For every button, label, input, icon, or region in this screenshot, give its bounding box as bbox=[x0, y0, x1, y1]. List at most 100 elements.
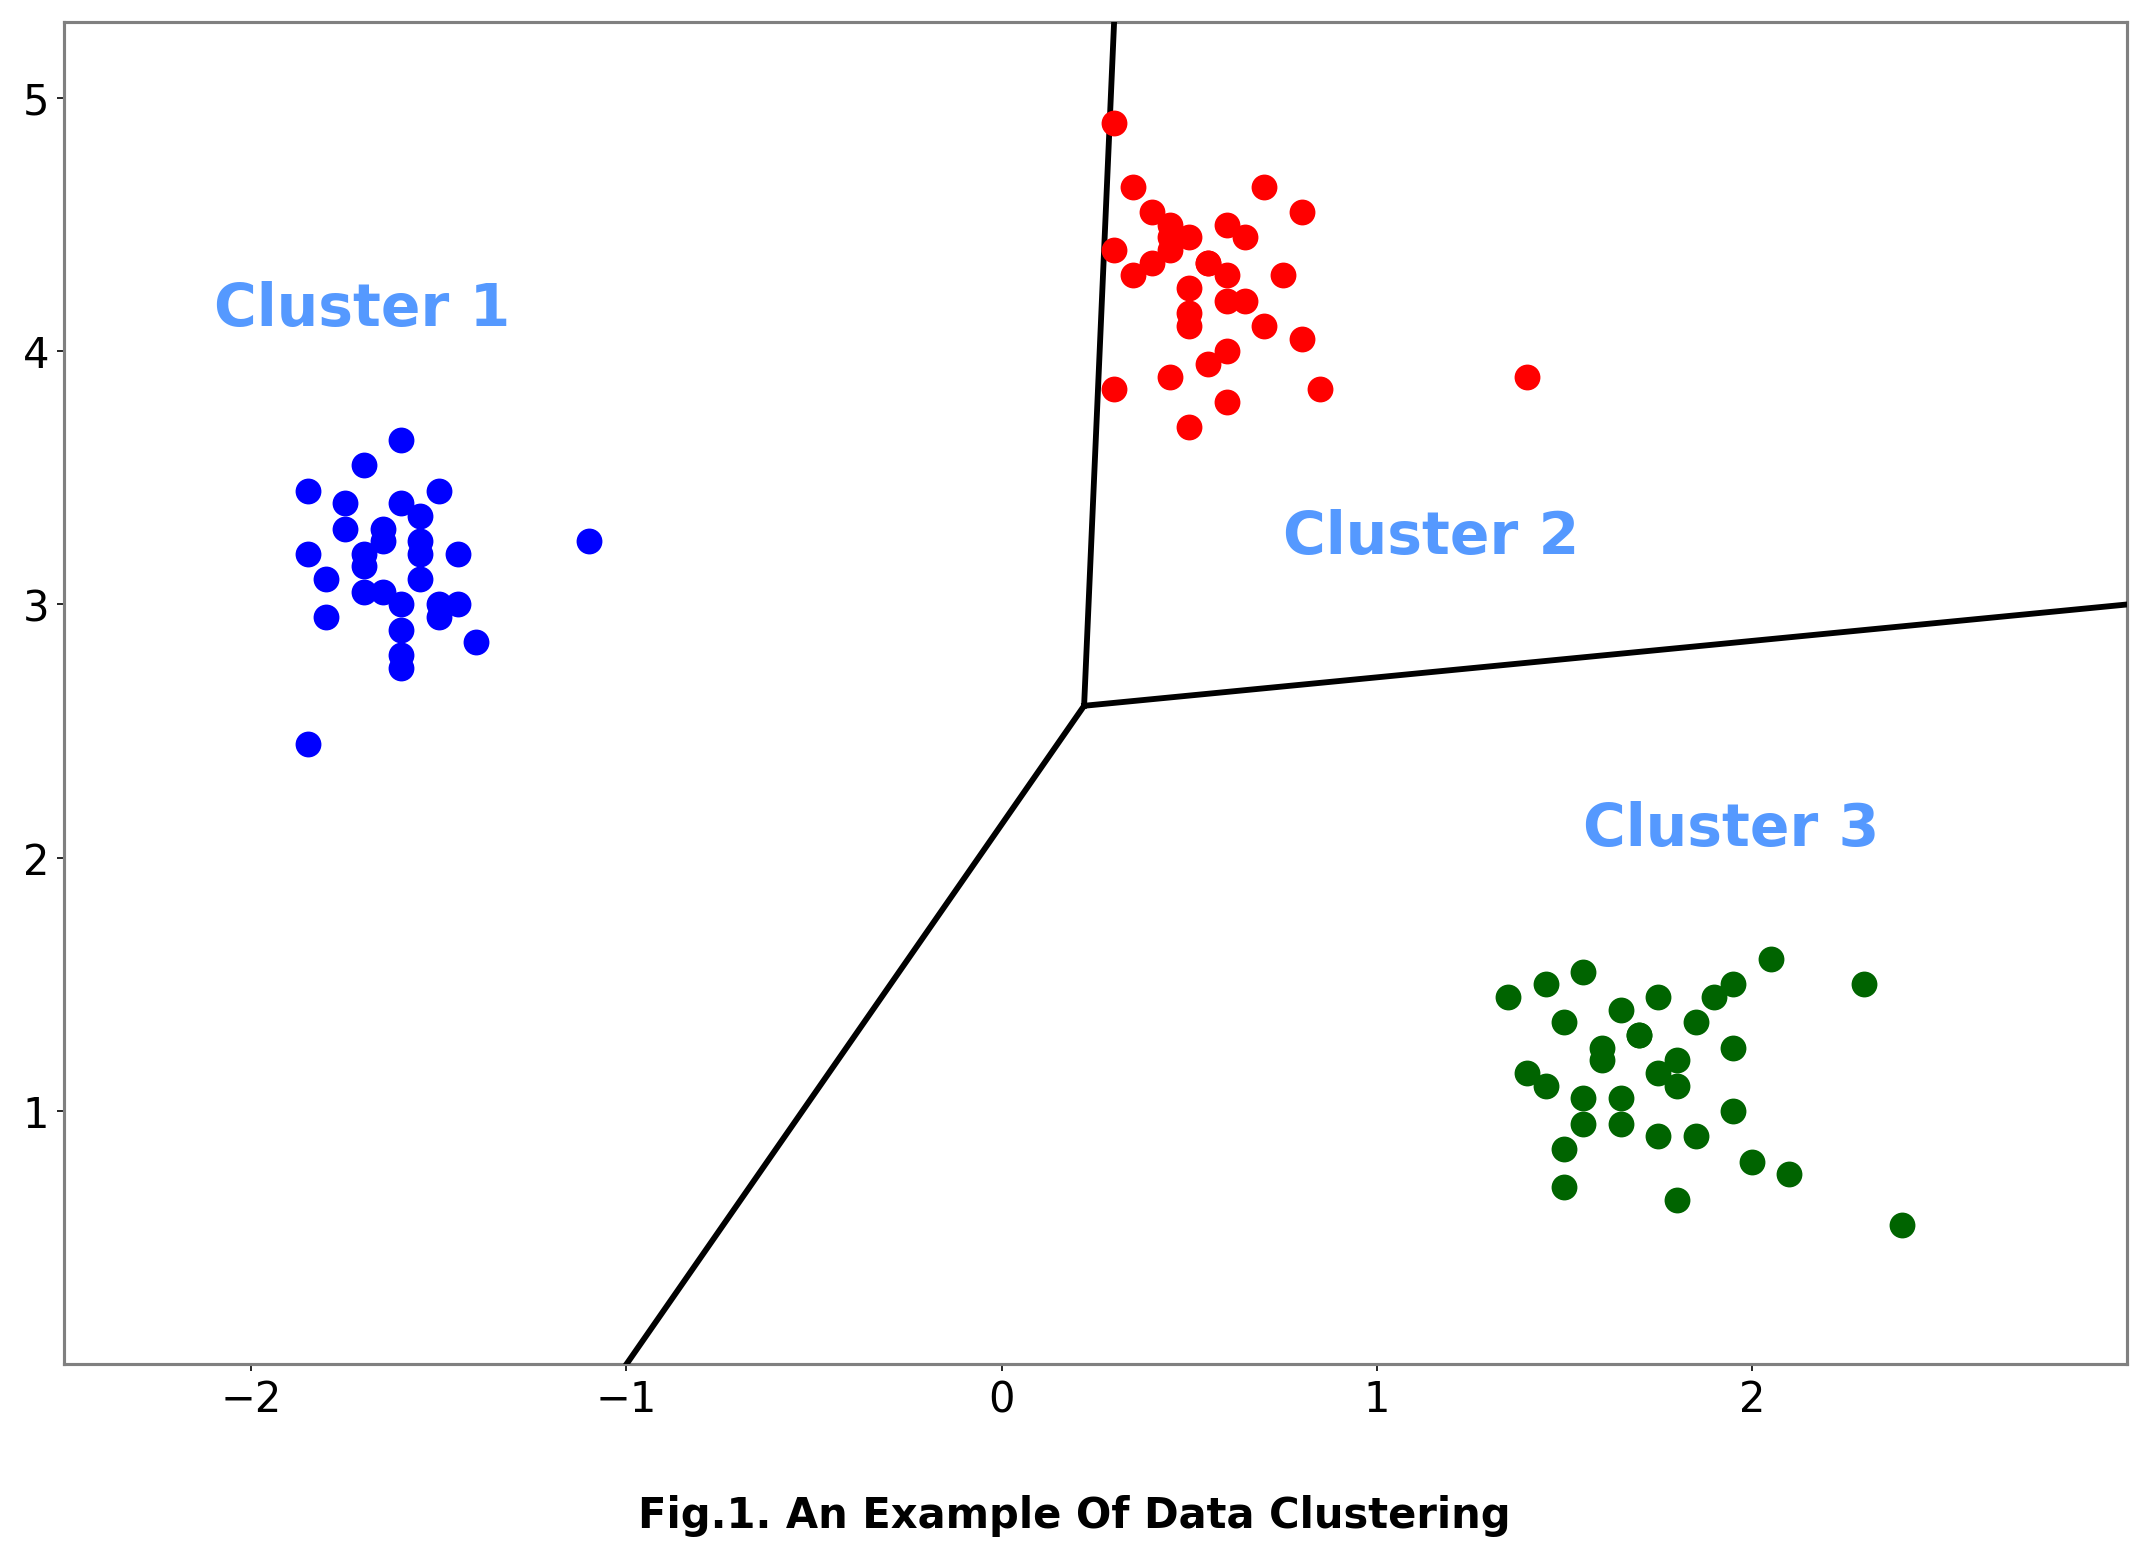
Point bbox=[1885, 1212, 1919, 1237]
Text: Cluster 3: Cluster 3 bbox=[1582, 801, 1878, 857]
Point bbox=[1227, 225, 1261, 250]
Point bbox=[1302, 377, 1337, 402]
Point bbox=[1210, 340, 1244, 365]
Point bbox=[572, 529, 606, 554]
Point bbox=[329, 490, 363, 515]
Point bbox=[1210, 213, 1244, 237]
Point bbox=[1659, 1187, 1693, 1212]
Point bbox=[402, 566, 436, 591]
Point bbox=[1227, 289, 1261, 314]
Point bbox=[1152, 365, 1186, 390]
Point bbox=[1152, 225, 1186, 250]
Point bbox=[1640, 1060, 1674, 1085]
Point bbox=[1754, 947, 1788, 972]
Point bbox=[1659, 1048, 1693, 1072]
Point bbox=[365, 529, 400, 554]
Point bbox=[1135, 200, 1169, 225]
Point bbox=[1698, 986, 1732, 1010]
Point bbox=[346, 554, 380, 579]
Point bbox=[1191, 250, 1225, 275]
Point bbox=[1771, 1162, 1805, 1187]
Point bbox=[1528, 1074, 1562, 1099]
Point bbox=[385, 593, 419, 618]
Point bbox=[1171, 414, 1206, 439]
Point bbox=[1171, 276, 1206, 301]
Point bbox=[1564, 959, 1599, 984]
Point bbox=[441, 593, 475, 618]
Point bbox=[1734, 1150, 1769, 1175]
Point bbox=[290, 731, 324, 756]
Point bbox=[346, 542, 380, 566]
Point bbox=[1509, 1060, 1543, 1085]
Point bbox=[309, 605, 344, 630]
Point bbox=[460, 630, 494, 655]
Point bbox=[290, 542, 324, 566]
Point bbox=[1622, 1023, 1657, 1048]
Point bbox=[1564, 1086, 1599, 1111]
Point bbox=[1659, 1074, 1693, 1099]
Point bbox=[1096, 112, 1130, 137]
Point bbox=[365, 580, 400, 605]
Point bbox=[1715, 1099, 1749, 1124]
Point bbox=[1678, 1010, 1713, 1035]
Point bbox=[402, 529, 436, 554]
Text: Cluster 2: Cluster 2 bbox=[1283, 509, 1580, 566]
Point bbox=[1115, 175, 1150, 200]
Point bbox=[1191, 352, 1225, 377]
Point bbox=[1266, 264, 1300, 289]
Point bbox=[402, 542, 436, 566]
Point bbox=[385, 643, 419, 667]
Point bbox=[329, 517, 363, 542]
Point bbox=[1603, 1111, 1638, 1136]
Point bbox=[1285, 200, 1319, 225]
Point bbox=[1135, 250, 1169, 275]
Point bbox=[1115, 264, 1150, 289]
Point bbox=[1640, 1124, 1674, 1148]
Text: Cluster 1: Cluster 1 bbox=[213, 281, 509, 338]
Point bbox=[1715, 1035, 1749, 1060]
Point bbox=[1491, 986, 1526, 1010]
Point bbox=[1547, 1175, 1582, 1200]
Point bbox=[1715, 972, 1749, 996]
Point bbox=[1191, 250, 1225, 275]
Point bbox=[385, 490, 419, 515]
Point bbox=[1678, 1124, 1713, 1148]
Point bbox=[1547, 1010, 1582, 1035]
Point bbox=[346, 580, 380, 605]
Point bbox=[1210, 264, 1244, 289]
Point bbox=[1246, 314, 1281, 338]
Point bbox=[385, 428, 419, 453]
Point bbox=[1246, 175, 1281, 200]
Point bbox=[1171, 301, 1206, 326]
Point bbox=[441, 542, 475, 566]
Point bbox=[421, 605, 456, 630]
Point bbox=[421, 478, 456, 503]
Point bbox=[1846, 972, 1880, 996]
Point bbox=[1584, 1035, 1618, 1060]
Point bbox=[1603, 1086, 1638, 1111]
Point bbox=[1210, 390, 1244, 414]
Point bbox=[1547, 1136, 1582, 1161]
Point bbox=[1622, 1023, 1657, 1048]
Point bbox=[365, 517, 400, 542]
Point bbox=[385, 655, 419, 680]
Point bbox=[290, 478, 324, 503]
Point bbox=[1603, 998, 1638, 1023]
Point bbox=[1152, 237, 1186, 262]
Point bbox=[1509, 365, 1543, 390]
Point bbox=[1584, 1048, 1618, 1072]
Point bbox=[1285, 326, 1319, 351]
Point bbox=[1210, 289, 1244, 314]
Point bbox=[1096, 377, 1130, 402]
Point bbox=[309, 566, 344, 591]
Point bbox=[385, 618, 419, 643]
Point bbox=[402, 504, 436, 529]
Point bbox=[1096, 237, 1130, 262]
Point bbox=[1640, 986, 1674, 1010]
Point bbox=[1564, 1111, 1599, 1136]
Point bbox=[1171, 225, 1206, 250]
Point bbox=[1171, 314, 1206, 338]
Point bbox=[1152, 213, 1186, 237]
Point bbox=[421, 593, 456, 618]
Point bbox=[1528, 972, 1562, 996]
